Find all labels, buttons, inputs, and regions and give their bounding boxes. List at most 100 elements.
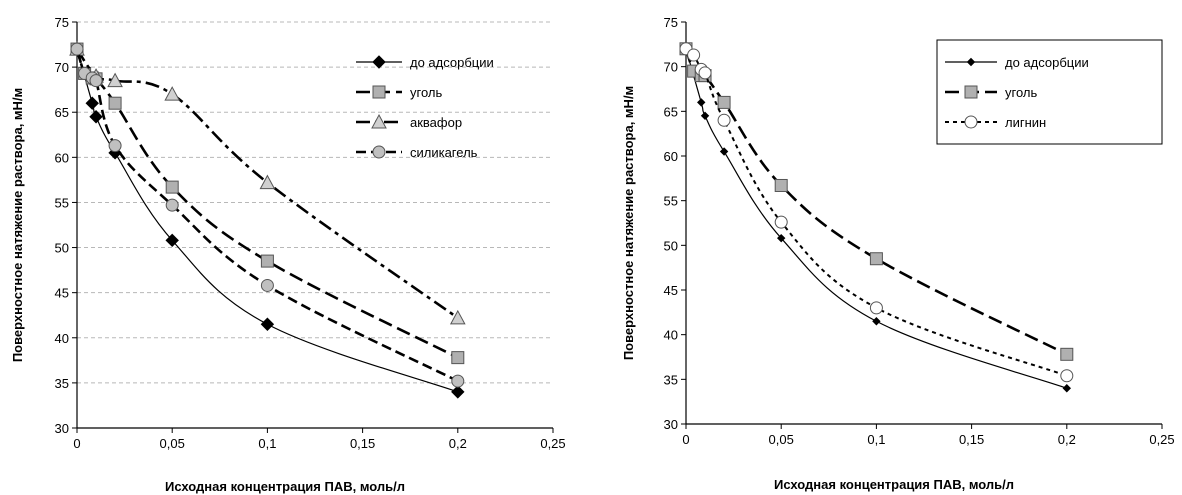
legend: до адсорбции уголь аквафор силикагель <box>356 55 494 160</box>
y-tick-label: 55 <box>664 194 678 209</box>
y-tick-label: 45 <box>664 283 678 298</box>
y-tick-label: 40 <box>664 328 678 343</box>
chart-panel-2: 30 35 40 45 50 55 60 65 70 75 0 0,05 0,1 0,15 0,2 0,25 И… <box>621 15 1175 492</box>
legend-label: лигнин <box>1005 115 1046 130</box>
y-tick-label: 30 <box>55 421 69 436</box>
data-point <box>1062 384 1072 393</box>
legend-marker <box>371 113 387 129</box>
y-tick-label: 65 <box>664 104 678 119</box>
x-tick-label: 0,1 <box>258 436 276 451</box>
y-tick-label: 65 <box>55 105 69 120</box>
x-tick-label: 0,2 <box>449 436 467 451</box>
data-point <box>774 215 788 229</box>
y-tick-label: 60 <box>664 149 678 164</box>
data-point <box>451 374 465 388</box>
legend: до адсорбции уголь лигнин <box>936 39 1163 145</box>
y-tick-label: 50 <box>664 238 678 253</box>
x-tick-label: 0,25 <box>540 436 565 451</box>
x-tick-label: 0,05 <box>769 432 794 447</box>
data-point <box>260 317 275 331</box>
y-tick-label: 55 <box>55 195 69 210</box>
data-point <box>449 309 466 325</box>
y-tick-label: 50 <box>55 241 69 256</box>
legend-marker <box>372 145 386 159</box>
series-line <box>75 48 459 359</box>
data-point <box>89 110 103 124</box>
x-tick-label: 0 <box>682 432 689 447</box>
data-point <box>165 233 179 248</box>
data-point <box>774 178 788 192</box>
x-tick-label: 0,1 <box>867 432 885 447</box>
x-tick-label: 0 <box>73 436 80 451</box>
data-point <box>89 74 103 88</box>
legend-marker <box>964 85 978 99</box>
data-point <box>698 66 712 80</box>
x-axis-title: Исходная концентрация ПАВ, моль/л <box>165 479 405 494</box>
series-line <box>685 48 1067 389</box>
y-tick-label: 40 <box>55 331 69 346</box>
series-line <box>75 48 459 383</box>
data-point <box>107 72 123 88</box>
legend-label: уголь <box>1005 85 1037 100</box>
data-point <box>869 252 883 266</box>
y-tick-label: 70 <box>55 60 69 75</box>
series-1 <box>70 42 465 399</box>
series-3 <box>679 42 1074 383</box>
y-tick-label: 30 <box>664 417 678 432</box>
data-point <box>1060 369 1074 383</box>
x-tick-label: 0,05 <box>160 436 185 451</box>
data-point <box>165 198 179 212</box>
y-tick-label: 35 <box>664 372 678 387</box>
legend-label: до адсорбции <box>410 55 494 70</box>
data-point <box>164 86 181 101</box>
legend-marker <box>372 85 386 99</box>
legend-marker <box>964 115 978 129</box>
legend-marker <box>966 57 976 67</box>
series-4 <box>70 42 465 388</box>
data-point <box>1060 347 1074 361</box>
data-point <box>717 113 731 127</box>
data-point <box>451 351 465 365</box>
legend-label: силикагель <box>410 145 478 160</box>
y-axis-title: Поверхностное натяжение раствора, мН/м <box>10 88 25 362</box>
data-point <box>260 254 274 268</box>
x-tick-label: 0,15 <box>350 436 375 451</box>
x-tick-label: 0,2 <box>1058 432 1076 447</box>
y-tick-label: 70 <box>664 60 678 75</box>
y-tick-label: 45 <box>55 286 69 301</box>
legend-label: до адсорбции <box>1005 55 1089 70</box>
data-point <box>717 95 731 109</box>
legend-label: аквафор <box>410 115 462 130</box>
x-axis-title: Исходная концентрация ПАВ, моль/л <box>774 477 1014 492</box>
y-axis-title: Поверхностное натяжение раствора, мН/м <box>621 86 636 360</box>
data-point <box>260 278 274 292</box>
x-tick-label: 0,15 <box>959 432 984 447</box>
legend-marker <box>372 55 386 69</box>
series-line <box>76 48 459 393</box>
data-point <box>700 111 710 121</box>
data-point <box>85 96 99 110</box>
data-point <box>165 180 179 194</box>
data-point <box>259 174 276 190</box>
x-tick-label: 0,25 <box>1149 432 1174 447</box>
data-point <box>687 48 701 62</box>
data-point <box>869 301 883 315</box>
data-point <box>719 147 729 156</box>
series-2 <box>70 42 465 365</box>
data-point <box>108 96 122 110</box>
y-tick-label: 75 <box>664 15 678 30</box>
legend-label: уголь <box>410 85 442 100</box>
y-tick-label: 75 <box>55 15 69 30</box>
y-tick-label: 35 <box>55 376 69 391</box>
data-point <box>108 139 122 153</box>
chart-panel-1: 30 35 40 45 50 55 60 65 70 75 0 0,05 0,1 0,15 0,2 0,25 И… <box>10 15 566 494</box>
data-point <box>697 98 706 107</box>
y-tick-label: 60 <box>55 150 69 165</box>
data-point <box>872 317 881 326</box>
data-point <box>451 385 465 399</box>
series-1 <box>681 44 1072 393</box>
data-point <box>70 42 84 56</box>
data-point <box>776 233 786 243</box>
